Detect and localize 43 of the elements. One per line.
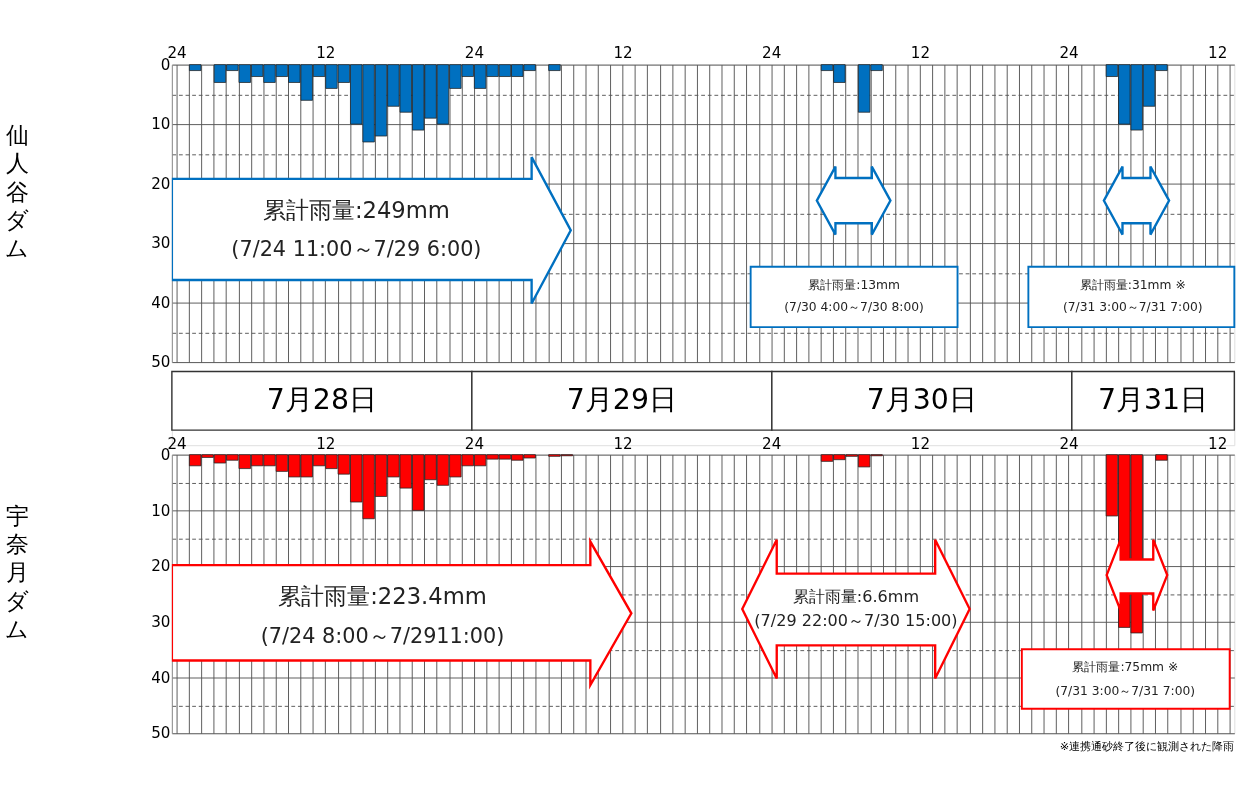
annotation: 累計雨量:6.6mm [792,586,920,606]
x-tick-label: 12 [910,44,930,63]
x-tick-label: 24 [762,44,782,63]
y-tick-label: 20 [151,174,171,193]
x-tick-label: 12 [316,434,336,453]
x-tick-label: 24 [464,434,485,453]
x-tick-label: 24 [1059,434,1079,453]
y-axis-title: 宇奈月ダム [5,502,30,642]
annotation: (7/24 8:00～7/2911:00) [260,623,505,648]
text: 7月31日 [1098,383,1209,417]
annotation: 累計雨量:13mm [808,278,900,293]
y-tick-label: 50 [151,724,171,743]
annotation: (7/29 22:00～7/30 15:00) [754,610,958,630]
text: 7月29日 [566,383,677,417]
y-tick-label: 30 [151,234,171,253]
x-tick-label: 12 [613,44,633,63]
annotation: (7/31 3:00～7/31 7:00) [1062,300,1203,315]
y-tick-label: 10 [151,115,171,134]
y-tick-label: 40 [151,668,171,687]
y-tick-label: 40 [151,293,171,312]
annotation: 累計雨量:31mm ※ [1079,278,1186,293]
y-tick-label: 50 [151,353,171,372]
text: 7月28日 [266,383,377,417]
y-tick-label: 30 [151,613,171,632]
x-tick-label: 24 [464,44,485,63]
x-tick-label: 12 [316,44,336,63]
y-axis-title: 仙人谷ダム [5,122,30,262]
x-tick-label: 24 [762,434,782,453]
text: ※連携通砂終了後に観測された降雨 [1059,739,1235,754]
x-tick-label: 12 [1208,44,1228,63]
x-tick-label: 12 [613,434,633,453]
y-tick-label: 10 [151,501,171,520]
text: 7月30日 [866,383,977,417]
annotation: (7/24 11:00～7/29 6:00) [231,237,482,262]
x-tick-label: 12 [910,434,930,453]
annotation: 累計雨量:249mm [262,196,450,223]
x-tick-label: 24 [1059,44,1079,63]
annotation: (7/30 4:00～7/30 8:00) [784,300,924,315]
annotation: 累計雨量:223.4mm [278,582,487,609]
y-tick-label: 20 [151,557,171,576]
x-tick-label: 12 [1208,434,1228,453]
annotation: 累計雨量:75mm ※ [1072,659,1179,674]
annotation: (7/31 3:00～7/31 7:00) [1055,683,1196,698]
